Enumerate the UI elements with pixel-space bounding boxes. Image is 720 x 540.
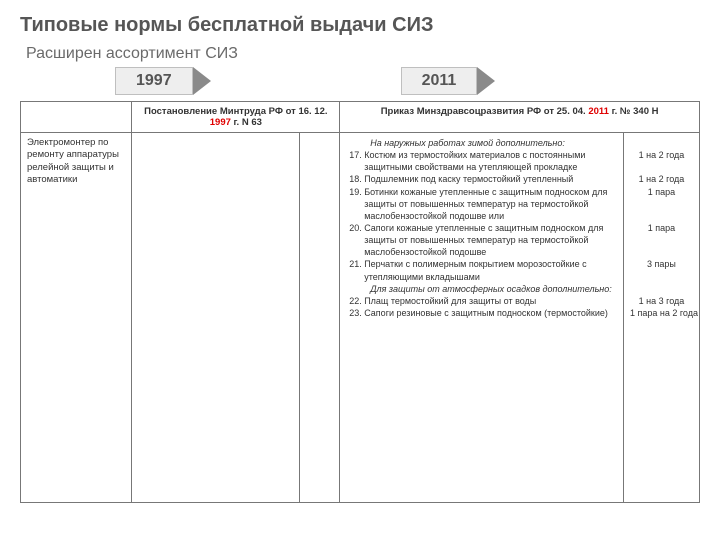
subtitle: Расширен ассортимент СИЗ	[26, 45, 700, 63]
norm-19: 1 пара	[630, 186, 693, 198]
cell-2011-norms: 1 на 2 года 1 на 2 года 1 пара 1 пара 3 …	[623, 133, 699, 503]
header-2011: Приказ Минздравсоцразвития РФ от 25. 04.…	[340, 102, 700, 133]
item-21: Перчатки с полимерным покрытием морозост…	[364, 258, 617, 282]
item-20: Сапоги кожаные утепленные с защитным под…	[364, 222, 617, 258]
header-role	[21, 102, 132, 133]
item-19: Ботинки кожаные утепленные с защитным по…	[364, 186, 617, 222]
cell-1997-items	[132, 133, 299, 503]
item-18: Подшлемник под каску термостойкий утепле…	[364, 173, 617, 185]
cell-2011-items: На наружных работах зимой дополнительно:…	[340, 133, 624, 503]
arrow-icon	[193, 67, 211, 95]
year-2011: 2011	[401, 67, 478, 95]
norm-23: 1 пара на 2 года	[630, 307, 693, 319]
norm-22: 1 на 3 года	[630, 295, 693, 307]
item-17: Костюм из термостойких материалов с пост…	[364, 149, 617, 173]
subhead-outdoor: На наружных работах зимой дополнительно:	[346, 137, 617, 149]
year-row: 1997 2011	[20, 67, 700, 95]
norm-17: 1 на 2 года	[630, 149, 693, 161]
item-23: Сапоги резиновые с защитным подноском (т…	[364, 307, 617, 319]
item-22: Плащ термостойкий для защиты от воды	[364, 295, 617, 307]
norms-table: Постановление Минтруда РФ от 16. 12. 199…	[20, 101, 700, 503]
norm-21: 3 пары	[630, 258, 693, 270]
cell-1997-norms	[299, 133, 340, 503]
norm-20: 1 пара	[630, 222, 693, 234]
header-1997: Постановление Минтруда РФ от 16. 12. 199…	[132, 102, 340, 133]
arrow-icon	[477, 67, 495, 95]
role-cell: Электромонтер по ремонту аппаратуры реле…	[21, 133, 132, 503]
year-1997: 1997	[115, 67, 193, 95]
subhead-rain: Для защиты от атмосферных осадков дополн…	[346, 283, 617, 295]
page-title: Типовые нормы бесплатной выдачи СИЗ	[20, 14, 700, 37]
norm-18: 1 на 2 года	[630, 173, 693, 185]
